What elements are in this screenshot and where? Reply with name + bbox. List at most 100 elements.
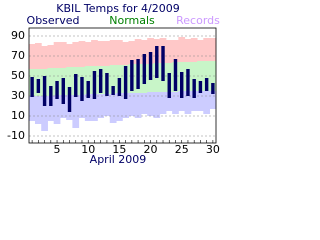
x-tick-label: 20 (144, 143, 158, 156)
record-low-band (103, 94, 111, 116)
y-tick-label: 30 (11, 89, 25, 102)
record-high-band (41, 46, 48, 69)
record-high-band (109, 40, 117, 65)
observed-bar (192, 79, 196, 98)
legend-entry: Normals (109, 14, 155, 27)
record-high-band (197, 40, 204, 61)
record-low-band (84, 94, 92, 121)
normal-band (197, 61, 204, 91)
record-high-band (178, 37, 186, 62)
record-high-band (91, 40, 98, 66)
record-low-band (140, 93, 148, 114)
record-low-band (203, 91, 211, 114)
observed-bar (136, 59, 140, 89)
record-high-band (165, 40, 173, 63)
record-high-band (66, 44, 73, 67)
observed-bar (161, 46, 165, 81)
record-low-band (153, 92, 161, 118)
observed-bar (74, 74, 78, 97)
normal-band (84, 66, 92, 94)
record-low-band (190, 91, 198, 111)
observed-bar (167, 73, 171, 98)
record-high-band (128, 41, 136, 64)
record-high-band (190, 38, 198, 62)
record-high-band (184, 39, 192, 62)
record-high-band (97, 41, 105, 66)
x-tick-label: 10 (81, 143, 95, 156)
x-axis-label: April 2009 (90, 153, 147, 166)
record-low-band (159, 92, 167, 114)
record-low-band (97, 94, 105, 118)
record-low-band (165, 92, 173, 111)
record-low-band (122, 93, 129, 118)
record-low-band (172, 92, 179, 114)
observed-bar (61, 78, 65, 104)
record-high-band (134, 39, 142, 64)
record-high-band (116, 40, 123, 65)
record-high-band (122, 42, 129, 65)
record-high-band (28, 44, 36, 69)
observed-bar (55, 81, 59, 99)
observed-bar (86, 81, 90, 98)
y-tick-label: 10 (11, 109, 25, 122)
observed-bar (130, 60, 134, 91)
observed-bar (111, 86, 115, 95)
observed-bar (173, 59, 178, 91)
record-high-band (140, 40, 148, 64)
observed-bar (67, 87, 72, 112)
record-low-band (197, 91, 204, 111)
record-high-band (72, 42, 80, 67)
record-low-band (59, 95, 67, 118)
record-high-band (172, 40, 179, 62)
chart-title: KBIL Temps for 4/2009 (56, 2, 180, 15)
observed-bar (211, 83, 215, 94)
record-high-band (103, 41, 111, 66)
record-low-band (72, 95, 80, 128)
legend-entry: Observed (27, 14, 80, 27)
record-low-band (178, 91, 186, 111)
record-high-band (59, 42, 67, 68)
observed-bar (186, 69, 190, 96)
y-tick-label: 90 (11, 29, 25, 42)
record-low-band (109, 94, 117, 123)
record-low-band (209, 91, 217, 109)
observed-bar (117, 78, 122, 96)
observed-bar (42, 76, 47, 106)
y-tick-label: -10 (7, 129, 25, 142)
observed-bar (92, 71, 97, 99)
x-tick-label: 15 (112, 143, 126, 156)
record-high-band (203, 38, 211, 61)
chart: KBIL Temps for 4/2009 April 2009 -10 10 30… (7, 2, 220, 166)
record-low-band (41, 96, 48, 131)
record-high-band (84, 42, 92, 66)
observed-bar (155, 46, 159, 78)
record-low-band (34, 96, 42, 124)
observed-bar (142, 54, 147, 84)
observed-bar (123, 66, 128, 99)
observed-bar (204, 78, 209, 91)
normal-band (109, 65, 117, 94)
record-high-band (53, 42, 61, 68)
observed-bar (105, 73, 109, 96)
normal-band (66, 67, 73, 95)
x-tick-label: 30 (206, 143, 220, 156)
observed-bar (148, 52, 153, 80)
record-low-band (116, 93, 123, 121)
record-high-band (78, 41, 86, 67)
observed-bar (198, 81, 203, 93)
x-tick-label: 25 (175, 143, 189, 156)
observed-bar (30, 77, 34, 97)
plot-frame (28, 27, 217, 144)
observed-bar (180, 72, 184, 98)
record-low-band (184, 91, 192, 114)
record-low-band (78, 95, 86, 118)
y-tick-label: 70 (11, 49, 25, 62)
record-high-band (47, 45, 55, 68)
record-low-band (91, 94, 98, 121)
record-low-band (53, 95, 61, 124)
observed-bar (98, 69, 103, 93)
normal-band (47, 68, 55, 96)
legend-entry: Records (176, 14, 220, 27)
y-tick-label: 50 (11, 69, 25, 82)
normal-band (190, 62, 198, 91)
